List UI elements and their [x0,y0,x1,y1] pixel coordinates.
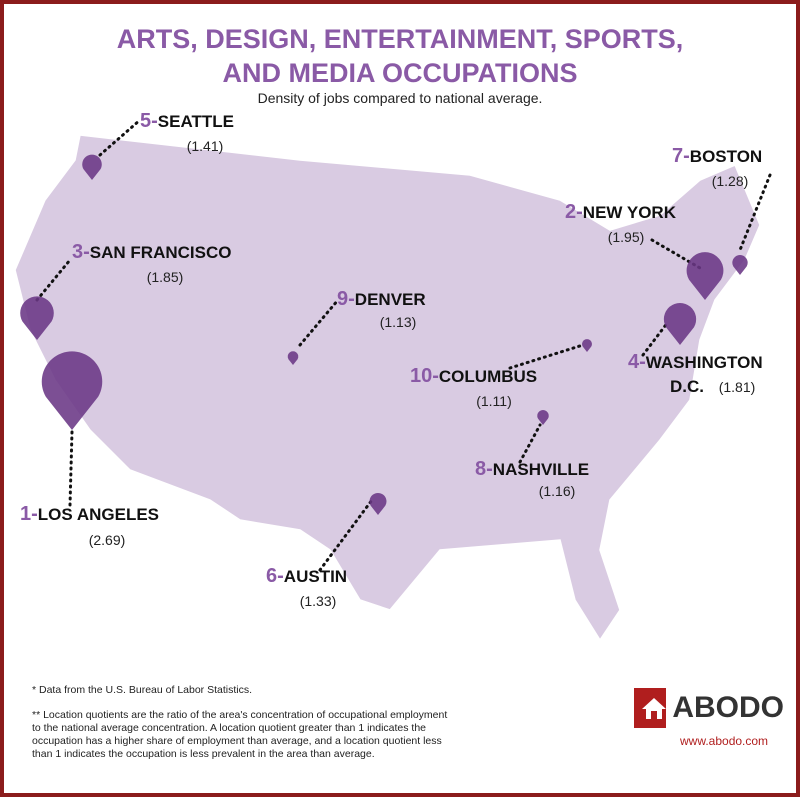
city-label: 9-DENVER [337,288,426,310]
city-label: 6-AUSTIN [266,565,347,587]
leader-line [68,430,74,507]
city-label: 5-SEATTLE [140,110,234,132]
rank: 3- [72,241,90,263]
value-label: (1.41) [187,138,224,154]
city-label: 2-NEW YORK [565,201,677,223]
rank: 1- [20,503,38,525]
leader-line [518,423,542,464]
note: * Data from the U.S. Bureau of Labor Sta… [32,684,253,696]
logo-icon [634,688,667,728]
value-label: (1.95) [608,229,645,245]
city-label: 7-BOSTON [672,145,762,167]
city-name: NASHVILLE [493,460,589,479]
pin [20,296,54,340]
value-label: (1.28) [712,173,749,189]
rank: 8- [475,458,493,480]
rank: 2- [565,201,583,223]
city-name: LOS ANGELES [38,505,159,524]
city-name: SEATTLE [158,112,234,131]
pin [41,351,103,430]
note: ** Location quotients are the ratio of t… [32,709,448,760]
city-label: 3-SAN FRANCISCO [72,241,231,263]
city-name: SAN FRANCISCO [90,243,232,262]
brand: ABODO www.abodo.com [634,688,784,748]
notes: * Data from the U.S. Bureau of Labor Sta… [32,684,452,773]
leader-line [98,118,142,157]
value-label: (1.13) [380,314,417,330]
pin [732,255,748,275]
rank: 4- [628,351,646,373]
value-label: (1.81) [719,379,756,395]
logo: ABODO [634,688,784,728]
city-label: 10-COLUMBUS [410,365,537,387]
pin [82,154,102,180]
rank: 9- [337,288,355,310]
city-name: BOSTON [690,147,762,166]
rank: 10- [410,365,439,387]
subtitle: Density of jobs compared to national ave… [258,90,543,106]
city-name: D.C. [670,377,704,396]
map: ARTS, DESIGN, ENTERTAINMENT, SPORTS, AND… [14,24,772,642]
value-label: (1.33) [300,593,337,609]
pin [537,410,549,425]
leader-line [35,258,72,302]
brand-url: www.abodo.com [680,734,769,748]
value-label: (1.85) [147,269,184,285]
pin [287,351,299,365]
leader-line [738,173,772,252]
rank: 5- [140,110,158,132]
value-label: (1.16) [539,483,576,499]
us-map [14,134,761,642]
city-name: AUSTIN [284,567,347,586]
city-name: WASHINGTON [646,353,763,372]
leader-line [318,498,374,572]
city-name: DENVER [355,290,426,309]
pin [369,492,387,515]
leader-line [641,320,670,357]
city-label: 8-NASHVILLE [475,458,589,480]
leader-line [298,298,340,347]
city-label: 1-LOS ANGELES [20,503,159,525]
leader-line [508,343,585,370]
pin [663,302,697,345]
brand-name: ABODO [672,691,784,724]
pin [686,252,724,300]
pin [582,339,592,352]
city-name: NEW YORK [583,203,677,222]
rank: 6- [266,565,284,587]
value-label: (2.69) [89,532,126,548]
title: ARTS, DESIGN, ENTERTAINMENT, SPORTS, [117,24,684,54]
title: AND MEDIA OCCUPATIONS [223,58,578,88]
rank: 7- [672,145,690,167]
value-label: (1.11) [476,393,512,409]
city-name: COLUMBUS [439,367,537,386]
city-label: 4-WASHINGTON [628,351,763,373]
